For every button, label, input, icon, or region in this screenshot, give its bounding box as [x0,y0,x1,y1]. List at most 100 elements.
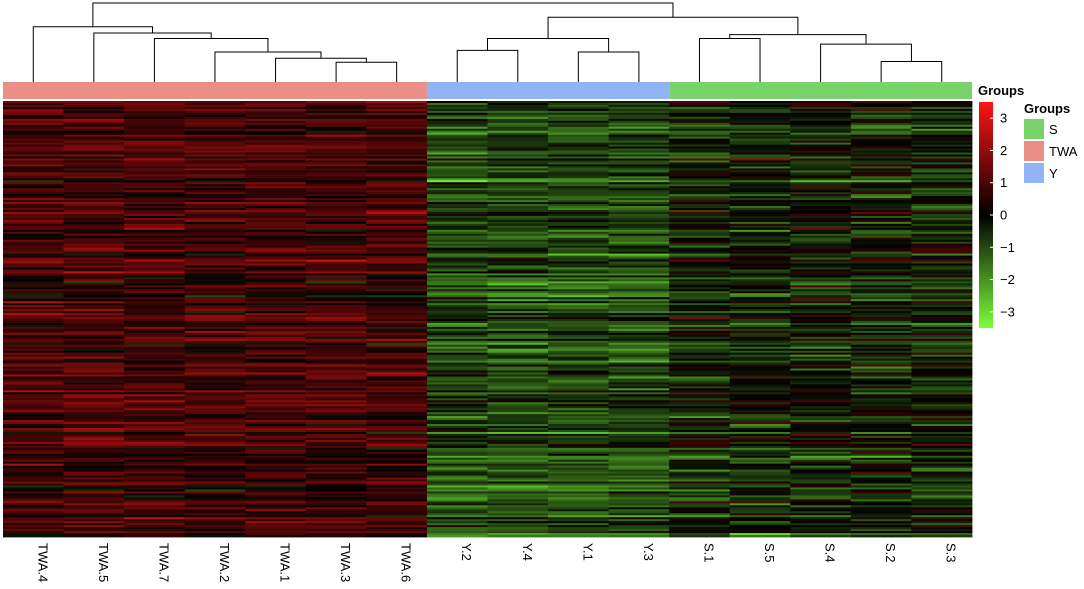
heatmap-cell [669,457,731,461]
heatmap-cell [366,457,428,461]
heatmap-cell [63,136,125,140]
heatmap-cell [366,319,428,322]
heatmap-cell [790,350,852,354]
heatmap-cell [487,406,549,409]
heatmap-cell [366,422,428,425]
heatmap-cell [790,182,852,185]
heatmap-cell [124,449,186,453]
heatmap-cell [729,148,791,151]
heatmap-cell [184,289,246,292]
heatmap-cell [729,517,791,520]
heatmap-cell [426,394,488,397]
heatmap-cell [426,531,488,534]
heatmap-cell [184,251,246,254]
heatmap-cell [911,229,973,233]
heatmap-cell [548,535,610,538]
heatmap-cell [669,400,731,403]
heatmap-cell [63,140,125,144]
heatmap-cell [548,293,610,296]
heatmap-cell [245,311,307,314]
heatmap-cell [487,322,549,326]
heatmap-cell [850,517,912,520]
heatmap-cell [305,114,367,118]
heatmap-cell [124,505,186,508]
heatmap-cell [366,198,428,201]
heatmap-cell [548,279,610,282]
heatmap-cell [608,303,670,306]
heatmap-column-Y.2 [426,101,488,538]
heatmap-cell [669,225,731,229]
heatmap-cell [608,372,670,375]
heatmap-cell [366,202,428,205]
heatmap-cell [608,156,670,159]
heatmap-cell [608,200,670,203]
heatmap-cell [426,422,488,425]
heatmap-cell [305,429,367,433]
heatmap-cell [548,388,610,391]
heatmap-cell [63,511,125,514]
heatmap-cell [608,364,670,367]
heatmap-cell [608,184,670,187]
heatmap-cell [366,273,428,276]
heatmap-cell [487,174,549,177]
heatmap-cell [911,122,973,126]
heatmap-cell [729,350,791,354]
heatmap-cell [729,166,791,169]
heatmap-cell [63,505,125,508]
heatmap-cell [184,231,246,235]
heatmap-cell [608,275,670,278]
heatmap-cell [911,394,973,397]
heatmap-cell [850,184,912,187]
heatmap-cell [3,394,64,397]
heatmap-cell [305,515,367,518]
heatmap-cell [548,342,610,346]
heatmap-cell [911,428,973,431]
heatmap-cell [850,215,912,219]
heatmap-cell [305,184,367,187]
heatmap-cell [245,352,307,356]
heatmap-cell [3,162,64,165]
heatmap-cell [426,372,488,375]
heatmap-cell [3,384,64,387]
heatmap-cell [548,150,610,153]
heatmap-cell [608,420,670,423]
heatmap-cell [245,251,307,254]
heatmap-cell [3,354,64,358]
heatmap-cell [184,437,246,441]
heatmap-cell [366,291,428,294]
heatmap-cell [669,124,731,128]
heatmap-cell [426,184,488,187]
heatmap-cell [729,527,791,530]
heatmap-cell [3,471,64,474]
heatmap-cell [63,108,125,112]
heatmap-cell [850,326,912,330]
heatmap-cell [63,398,125,401]
heatmap-cell [548,449,610,453]
heatmap-cell [184,465,246,469]
heatmap-cell [305,273,367,276]
heatmap-cell [426,101,488,104]
heatmap-cell [850,469,912,472]
heatmap-cell [63,362,125,365]
heatmap-cell [911,422,973,425]
heatmap-cell [305,104,367,108]
heatmap-cell [911,469,973,472]
heatmap-cell [3,132,64,136]
heatmap-cell [366,386,428,389]
heatmap-cell [305,215,367,219]
heatmap-cell [487,394,549,397]
heatmap-cell [124,366,186,369]
heatmap-cell [124,523,186,526]
heatmap-cell [124,166,186,169]
heatmap-cell [124,152,186,155]
dendrogram-branch [32,26,154,82]
heatmap-cell [184,295,246,298]
heatmap-cell [184,376,246,379]
heatmap-cell [487,330,549,334]
heatmap-cell [487,277,549,280]
heatmap-cell [790,535,852,538]
heatmap-cell [790,533,852,536]
heatmap-cell [426,535,488,538]
heatmap-cell [426,271,488,274]
heatmap-cell [790,217,852,221]
